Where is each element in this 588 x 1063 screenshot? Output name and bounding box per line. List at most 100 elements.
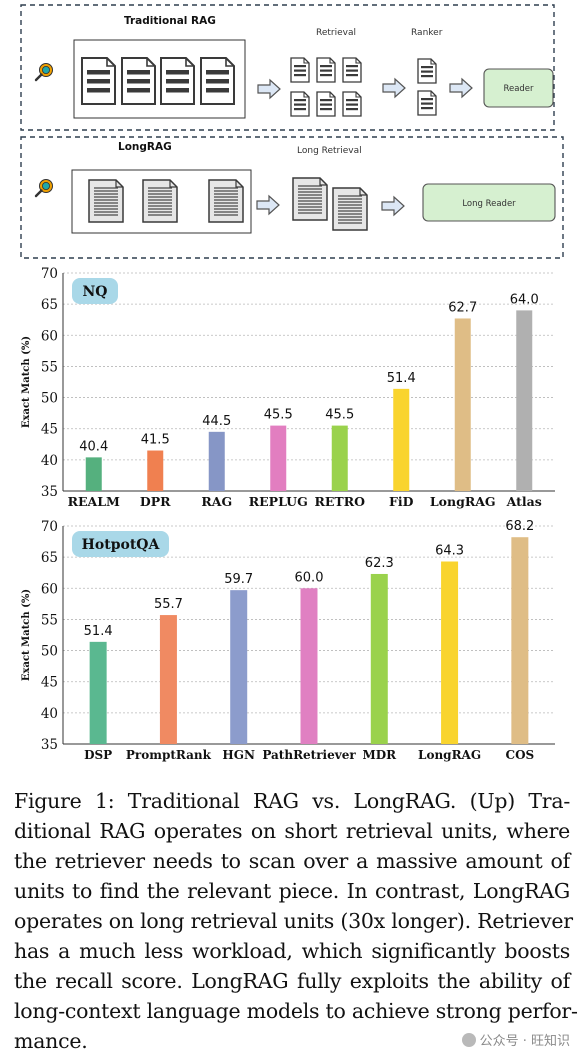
bar-value-label: 55.7 — [154, 597, 183, 612]
ranked-doc-icon — [417, 90, 437, 116]
caption-line: Figure 1: Traditional RAG vs. LongRAG. (… — [14, 789, 570, 813]
x-tick-label: Atlas — [506, 494, 542, 509]
hotpotqa-bar-chart: 35 40 45 50 55 60 65 70 Exact Match (%) 51.4 DSP 55… — [21, 519, 555, 762]
x-tick-label: FiD — [389, 494, 414, 509]
long-reader-label: Long Reader — [462, 199, 516, 209]
arrow-icon — [256, 195, 280, 215]
bar-promptrank — [159, 615, 177, 744]
bar-dsp — [89, 641, 107, 744]
y-tick-label: 45 — [41, 675, 58, 691]
bar-rag — [208, 431, 225, 491]
x-tick-label: LongRAG — [418, 748, 481, 762]
arrow-icon — [382, 78, 406, 98]
long-document-icon — [88, 179, 124, 223]
bar-cos — [511, 537, 529, 744]
bar-longrag — [454, 318, 471, 491]
x-tick-label: MDR — [362, 748, 397, 762]
bar-value-label: 60.0 — [295, 570, 324, 585]
caption-line: the recall score. LongRAG fully exploits… — [14, 969, 570, 993]
x-tick-label: LongRAG — [430, 494, 496, 509]
caption-line: operates on long retrieval units (30x lo… — [14, 909, 573, 933]
arrow-icon — [449, 78, 473, 98]
bar-hgn — [230, 590, 248, 744]
y-tick-label: 50 — [41, 644, 58, 660]
search-icon — [34, 62, 54, 82]
y-tick-label: 65 — [41, 297, 58, 313]
bar-value-label: 41.5 — [141, 433, 170, 448]
bar-value-label: 62.7 — [448, 300, 477, 315]
chart-title-badge — [72, 531, 169, 557]
y-tick-label: 40 — [41, 453, 58, 469]
document-icon — [81, 57, 116, 105]
y-tick-label: 60 — [41, 581, 58, 597]
bar-value-label: 44.5 — [202, 414, 231, 429]
bar-mdr — [370, 573, 388, 744]
bar-dpr — [147, 450, 164, 491]
retrieved-doc-icon — [290, 91, 310, 117]
x-tick-label: DSP — [84, 748, 112, 762]
watermark-text: 公众号 · 旺知识 — [479, 1034, 570, 1049]
y-axis-label: Exact Match (%) — [21, 589, 32, 681]
bar-value-label: 45.5 — [264, 408, 293, 423]
x-tick-label: REALM — [68, 494, 120, 509]
chart-title-badge — [72, 278, 118, 304]
arrow-icon — [381, 196, 405, 216]
x-tick-label: RETRO — [315, 494, 366, 509]
caption-line: ditional RAG operates on short retrieval… — [14, 819, 570, 843]
y-axis-label: Exact Match (%) — [21, 336, 32, 428]
document-icon — [200, 57, 235, 105]
bar-atlas — [516, 310, 533, 491]
bar-value-label: 62.3 — [365, 556, 394, 571]
bar-value-label: 68.2 — [505, 519, 534, 534]
bar-value-label: 64.3 — [435, 544, 464, 559]
search-icon — [34, 178, 54, 198]
long-document-icon — [142, 179, 178, 223]
x-tick-label: DPR — [140, 494, 171, 509]
retrieval-label: Retrieval — [316, 28, 356, 38]
long-retrieval-label: Long Retrieval — [297, 146, 362, 156]
chart-title: HotpotQA — [82, 537, 161, 553]
architecture-diagram: Traditional RAG Retrieval Ranker Reader … — [20, 4, 564, 259]
traditional-rag-title: Traditional RAG — [124, 15, 216, 27]
retrieved-doc-icon — [290, 57, 310, 83]
reader-label: Reader — [503, 84, 534, 94]
chart-title: NQ — [83, 284, 108, 300]
y-tick-label: 55 — [41, 612, 58, 628]
y-tick-label: 40 — [41, 706, 58, 722]
bar-value-label: 59.7 — [224, 572, 253, 587]
retrieved-doc-icon — [342, 91, 362, 117]
traditional-rag-panel: Traditional RAG Retrieval Ranker Reader — [20, 4, 555, 131]
bar-value-label: 64.0 — [510, 292, 539, 307]
retrieved-doc-icon — [342, 57, 362, 83]
x-tick-label: PromptRank — [126, 748, 212, 762]
bar-longrag — [441, 561, 459, 744]
caption-line: has a much less workload, which signific… — [14, 939, 570, 963]
y-tick-label: 35 — [41, 737, 58, 753]
retrieved-doc-icon — [316, 91, 336, 117]
bar-fid — [393, 388, 410, 491]
figure-caption: Figure 1: Traditional RAG vs. LongRAG. (… — [14, 786, 578, 1056]
y-tick-label: 45 — [41, 422, 58, 438]
document-icon — [160, 57, 195, 105]
bar-value-label: 45.5 — [325, 408, 354, 423]
long-reader-box — [422, 183, 556, 222]
y-tick-label: 70 — [41, 266, 58, 282]
caption-line: long-context language models to achieve … — [14, 999, 578, 1023]
caption-line: mance. — [14, 1029, 88, 1053]
bar-pathretriever — [300, 588, 318, 744]
caption-line: units to find the relevant piece. In con… — [14, 879, 570, 903]
y-tick-label: 60 — [41, 328, 58, 344]
caption-line: the retriever needs to scan over a massi… — [14, 849, 570, 873]
document-icon — [121, 57, 156, 105]
longrag-title: LongRAG — [118, 141, 172, 153]
y-tick-label: 65 — [41, 550, 58, 566]
ranker-label: Ranker — [411, 28, 443, 38]
bar-value-label: 51.4 — [387, 371, 416, 386]
bar-value-label: 40.4 — [79, 439, 108, 454]
bar-retro — [331, 425, 348, 491]
y-tick-label: 55 — [41, 359, 58, 375]
longrag-panel: LongRAG Long Retrieval Long Reader — [20, 136, 564, 259]
bar-replug — [270, 425, 287, 491]
bar-value-label: 51.4 — [84, 624, 113, 639]
x-tick-label: RAG — [201, 494, 232, 509]
